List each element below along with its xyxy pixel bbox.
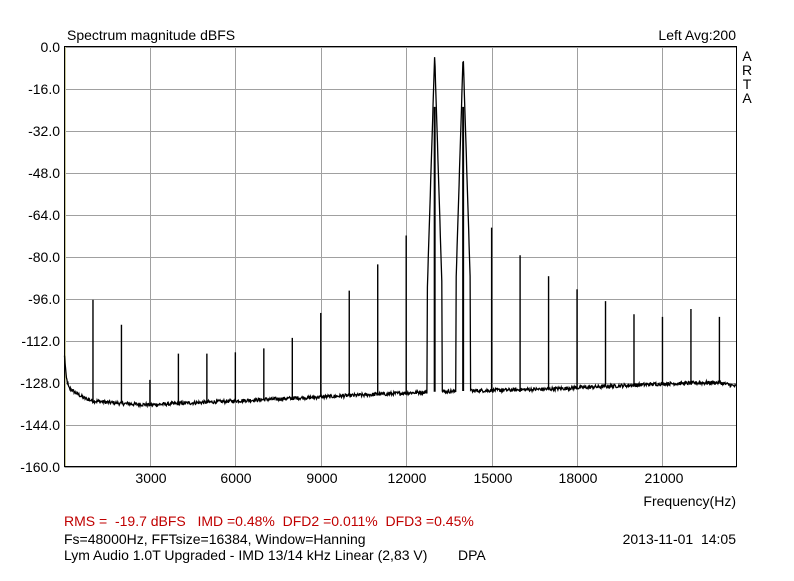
channel-info: Left Avg:200 xyxy=(658,27,736,43)
y-tick-label: -128.0 xyxy=(20,375,60,391)
params-line: Fs=48000Hz, FFTsize=16384, Window=Hannin… xyxy=(64,531,366,547)
description-line: Lym Audio 1.0T Upgraded - IMD 13/14 kHz … xyxy=(64,547,428,563)
brand-letter: T xyxy=(742,76,752,92)
y-tick-label: -96.0 xyxy=(28,291,60,307)
y-tick-label: -80.0 xyxy=(28,249,60,265)
x-axis-label: Frequency(Hz) xyxy=(643,493,736,509)
brand-letter: R xyxy=(741,62,753,78)
brand-letter: A xyxy=(742,90,752,106)
y-tick-label: -16.0 xyxy=(28,81,60,97)
plot-frame xyxy=(64,46,737,467)
timestamp: 2013-11-01 14:05 xyxy=(622,531,736,547)
x-tick-label: 18000 xyxy=(558,470,598,486)
brand-letter: A xyxy=(742,48,752,64)
y-tick-label: -160.0 xyxy=(20,459,60,475)
y-tick-label: 0.0 xyxy=(40,39,60,55)
grid xyxy=(64,46,737,468)
y-tick-label: -112.0 xyxy=(21,333,60,349)
tag: DPA xyxy=(458,547,486,563)
y-tick-label: -48.0 xyxy=(28,165,60,181)
y-tick-label: -32.0 xyxy=(28,123,60,139)
x-tick-label: 12000 xyxy=(387,470,427,486)
x-tick-label: 6000 xyxy=(220,470,252,486)
stats-line: RMS = -19.7 dBFS IMD =0.48% DFD2 =0.011%… xyxy=(64,513,474,529)
y-tick-label: -64.0 xyxy=(28,207,60,223)
noise-floor-line xyxy=(63,57,737,409)
x-tick-label: 15000 xyxy=(473,470,513,486)
y-tick-label: -144.0 xyxy=(20,417,60,433)
spectrum-trace xyxy=(63,57,737,409)
x-tick-label: 21000 xyxy=(644,470,684,486)
chart-title: Spectrum magnitude dBFS xyxy=(67,27,236,43)
x-tick-label: 9000 xyxy=(306,470,338,486)
x-tick-label: 3000 xyxy=(135,470,167,486)
